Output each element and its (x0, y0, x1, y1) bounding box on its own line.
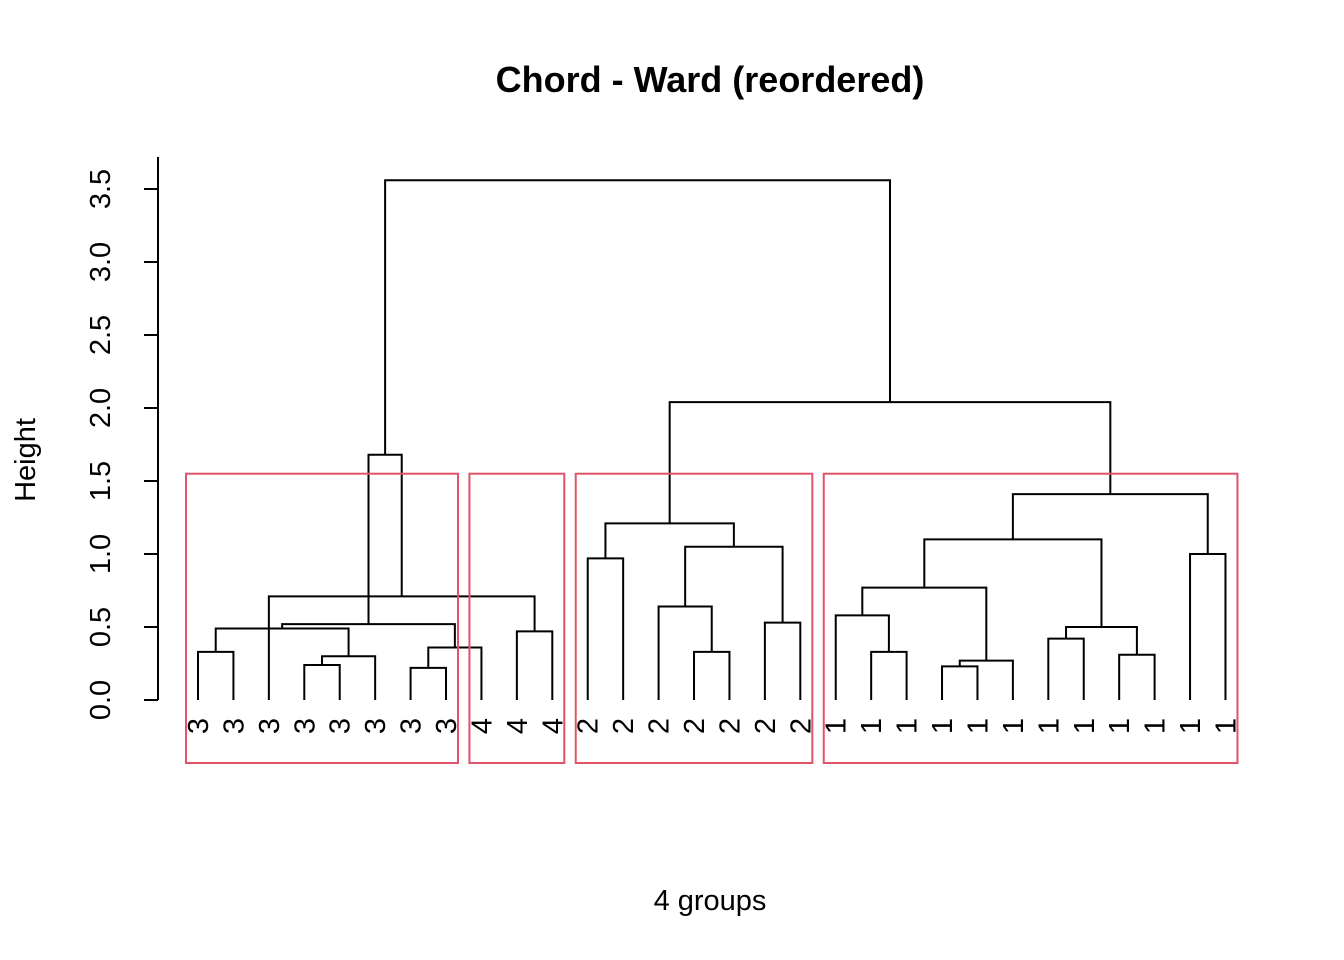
dendrogram-link (427, 646, 483, 700)
dendrogram-link (303, 663, 341, 700)
group-box-4 (468, 472, 566, 764)
dendrogram-link (861, 586, 988, 661)
leaf-label: 1 (856, 718, 888, 734)
leaf-label: 2 (573, 718, 605, 734)
dendrogram-link (1189, 553, 1227, 700)
x-axis-label: 4 groups (654, 885, 767, 917)
y-tick-label: 3.5 (85, 169, 117, 209)
leaf-label: 3 (254, 718, 286, 734)
dendrogram-link (684, 545, 784, 623)
dendrogram-link (941, 665, 979, 700)
dendrogram-link (515, 630, 554, 700)
leaf-label: 4 (502, 718, 534, 734)
dendrogram-link (197, 650, 235, 700)
leaf-label: 1 (821, 718, 853, 734)
leaf-label: 1 (1140, 718, 1172, 734)
leaf-label: 1 (1104, 718, 1136, 734)
y-tick-label: 1.5 (85, 461, 117, 501)
leaf-label: 3 (431, 718, 463, 734)
dendrogram-link (1065, 626, 1138, 655)
leaf-label: 1 (1210, 718, 1242, 734)
dendrogram-link (693, 650, 731, 700)
leaf-label: 2 (785, 718, 817, 734)
leaf-label: 1 (962, 718, 994, 734)
dendrogram-link (267, 595, 536, 700)
leaf-label: 2 (714, 718, 746, 734)
dendrogram-link (586, 557, 625, 700)
leaf-label: 1 (1033, 718, 1065, 734)
leaf-label: 1 (892, 718, 924, 734)
dendrogram-link (384, 179, 891, 455)
leaf-label: 4 (537, 718, 569, 734)
y-axis-ticks: 0.0 0.5 1.0 1.5 2.0 2.5 3.0 3.5 (85, 169, 158, 720)
leaf-label: 3 (183, 718, 215, 734)
dendrogram-link (1118, 653, 1156, 700)
dendrogram-link (657, 605, 713, 700)
leaf-label: 2 (644, 718, 676, 734)
dendrogram-link (321, 655, 377, 700)
leaf-label: 1 (927, 718, 959, 734)
y-tick-label: 0.5 (85, 607, 117, 647)
leaf-label: 3 (396, 718, 428, 734)
dendrogram-link (763, 621, 802, 700)
y-tick-label: 3.0 (85, 242, 117, 282)
group-box-1 (822, 472, 1239, 764)
leaf-label: 2 (608, 718, 640, 734)
dendrogram-link (409, 666, 448, 700)
leaf-label: 3 (360, 718, 392, 734)
leaf-label: 2 (679, 718, 711, 734)
dendrogram-link (1011, 493, 1209, 554)
y-axis-label: Height (10, 418, 42, 502)
y-tick-label: 0.0 (85, 680, 117, 720)
dendrogram-link (870, 650, 908, 700)
group-box-2 (574, 472, 814, 764)
leaf-label: 1 (1069, 718, 1101, 734)
leaf-label: 4 (466, 718, 498, 734)
dendrogram-link (834, 614, 890, 700)
y-tick-label: 2.0 (85, 388, 117, 428)
leaf-label: 3 (289, 718, 321, 734)
dendrogram-link (367, 453, 403, 625)
dendrogram-link (923, 538, 1103, 627)
chart-title: Chord - Ward (reordered) (496, 59, 925, 100)
dendrogram-link (1047, 637, 1085, 700)
leaf-label: 1 (998, 718, 1030, 734)
group-box-3 (185, 472, 460, 764)
dendrogram-tree (197, 179, 1227, 700)
group-boxes (185, 472, 1239, 764)
leaf-label: 1 (1175, 718, 1207, 734)
y-tick-label: 2.5 (85, 315, 117, 355)
dendrogram-link (604, 522, 735, 559)
dendrogram-link (214, 627, 350, 657)
leaf-label: 2 (750, 718, 782, 734)
dendrogram-link (668, 401, 1112, 524)
leaf-label: 3 (325, 718, 357, 734)
y-tick-label: 1.0 (85, 534, 117, 574)
leaf-label: 3 (218, 718, 250, 734)
